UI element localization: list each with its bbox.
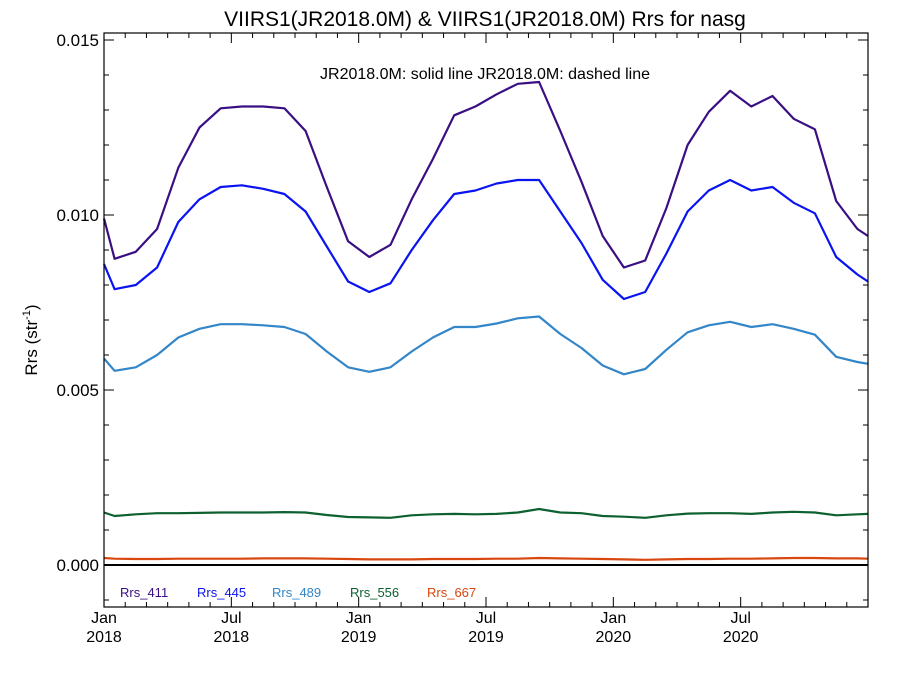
x-tick-month: Jul bbox=[221, 610, 241, 627]
x-tick-year: 2019 bbox=[341, 629, 377, 646]
y-axis-label-superscript: -1 bbox=[21, 310, 33, 320]
x-tick-month: Jul bbox=[476, 610, 496, 627]
y-axis-label-main: Rrs (str bbox=[22, 320, 41, 376]
y-tick-label: 0.010 bbox=[56, 206, 99, 225]
y-tick-label: 0.000 bbox=[56, 556, 99, 575]
series-line-rrs-489 bbox=[103, 315, 869, 376]
series-lines bbox=[102, 80, 869, 561]
series-line-rrs-411 bbox=[102, 80, 869, 269]
series-line-rrs-556 bbox=[103, 507, 869, 519]
x-tick-year: 2020 bbox=[723, 629, 759, 646]
x-tick-month: Jan bbox=[600, 610, 626, 627]
series-line-rrs-667 bbox=[103, 556, 869, 561]
chart-title: VIIRS1(JR2018.0M) & VIIRS1(JR2018.0M) Rr… bbox=[224, 8, 746, 31]
legend-entry-rrs-556: Rrs_556 bbox=[350, 585, 399, 600]
y-axis-label-close: ) bbox=[22, 304, 41, 310]
x-tick-month: Jul bbox=[730, 610, 750, 627]
y-axis-label: Rrs (str-1) bbox=[21, 304, 41, 375]
x-tick-year: 2018 bbox=[214, 629, 250, 646]
x-tick-year: 2020 bbox=[596, 629, 632, 646]
y-tick-label: 0.005 bbox=[56, 381, 99, 400]
chart-subtitle: JR2018.0M: solid line JR2018.0M: dashed … bbox=[320, 66, 650, 83]
x-tick-year: 2018 bbox=[86, 629, 122, 646]
svg-text:Rrs (str-1): Rrs (str-1) bbox=[21, 304, 41, 375]
x-tick-month: Jan bbox=[346, 610, 372, 627]
x-tick-year: 2019 bbox=[468, 629, 504, 646]
x-tick-month: Jan bbox=[91, 610, 117, 627]
axis-ticks: 0.000 0.005 0.010 0.015 Jan 2018 Jul 2018 Jan 201… bbox=[56, 31, 869, 646]
y-tick-label: 0.015 bbox=[56, 31, 99, 50]
legend-entry-rrs-411: Rrs_411 bbox=[120, 585, 168, 600]
series-line-rrs-445 bbox=[102, 178, 869, 301]
legend-entry-rrs-445: Rrs_445 bbox=[197, 585, 246, 600]
plot-frame bbox=[103, 32, 869, 608]
legend: Rrs_411 Rrs_445 Rrs_489 Rrs_556 Rrs_667 bbox=[120, 585, 476, 600]
legend-entry-rrs-489: Rrs_489 bbox=[272, 585, 321, 600]
legend-entry-rrs-667: Rrs_667 bbox=[427, 585, 476, 600]
